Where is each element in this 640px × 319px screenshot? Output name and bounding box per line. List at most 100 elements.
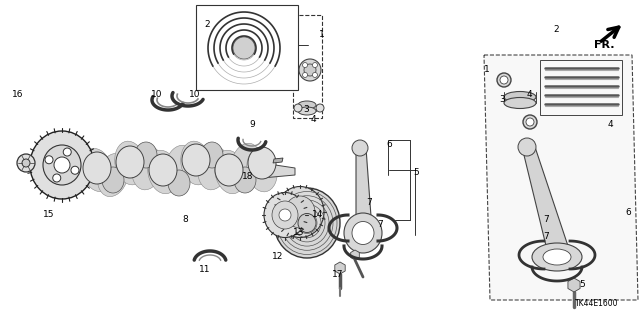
Ellipse shape [274,188,340,258]
Circle shape [523,115,537,129]
Ellipse shape [298,101,316,109]
Ellipse shape [352,140,368,156]
Ellipse shape [272,201,298,229]
Circle shape [497,73,511,87]
Ellipse shape [132,146,163,190]
Circle shape [294,104,302,112]
Text: TK44E1600: TK44E1600 [575,299,618,308]
Ellipse shape [201,142,223,168]
Ellipse shape [352,221,374,244]
Circle shape [52,174,61,182]
Ellipse shape [81,148,113,192]
Polygon shape [262,163,295,178]
Text: FR.: FR. [594,40,614,50]
Text: 3: 3 [499,95,505,104]
FancyBboxPatch shape [293,15,322,118]
Text: 3: 3 [303,105,309,114]
Polygon shape [351,250,359,260]
Ellipse shape [248,147,276,179]
Circle shape [303,63,308,68]
Text: 7: 7 [543,232,549,241]
Ellipse shape [102,167,124,193]
Ellipse shape [168,170,190,196]
Text: 4: 4 [607,120,613,129]
Ellipse shape [304,64,316,76]
Circle shape [279,209,291,221]
Circle shape [71,166,79,174]
Text: 7: 7 [366,198,372,207]
Ellipse shape [298,213,316,233]
Text: 4: 4 [526,90,532,99]
Text: 2: 2 [204,20,210,29]
Circle shape [17,154,35,172]
Text: 18: 18 [243,172,253,181]
Text: 7: 7 [543,215,549,224]
Circle shape [526,118,534,126]
Ellipse shape [214,150,245,194]
Ellipse shape [135,142,157,168]
Ellipse shape [504,92,536,102]
Circle shape [54,157,70,173]
Text: 8: 8 [182,215,188,224]
Ellipse shape [198,146,228,190]
Text: 10: 10 [189,90,201,99]
Text: 13: 13 [293,228,305,237]
Text: 17: 17 [332,270,344,279]
Ellipse shape [264,192,306,238]
Circle shape [63,148,71,156]
Ellipse shape [276,187,324,238]
Circle shape [22,159,30,167]
Ellipse shape [182,144,210,176]
Ellipse shape [230,143,261,187]
Ellipse shape [518,138,536,156]
Text: 4: 4 [310,115,316,124]
Text: 6: 6 [625,208,631,217]
Ellipse shape [504,98,536,108]
Text: 11: 11 [199,265,211,274]
Text: 1: 1 [484,65,490,74]
Polygon shape [484,55,638,300]
Polygon shape [568,278,580,292]
Polygon shape [522,147,570,254]
Polygon shape [356,148,372,232]
Ellipse shape [543,249,571,265]
Text: 6: 6 [386,140,392,149]
Ellipse shape [43,145,81,185]
Text: 2: 2 [553,25,559,34]
Ellipse shape [247,148,277,192]
Ellipse shape [116,146,144,178]
Circle shape [45,156,53,164]
Ellipse shape [164,145,195,189]
Circle shape [500,76,508,84]
Circle shape [316,104,324,112]
Text: 16: 16 [12,90,24,99]
Ellipse shape [299,59,321,81]
Ellipse shape [148,150,179,194]
FancyBboxPatch shape [196,5,298,90]
Ellipse shape [532,243,582,271]
Text: 1: 1 [319,30,325,39]
Text: 12: 12 [272,252,284,261]
Ellipse shape [234,167,256,193]
Ellipse shape [30,131,94,199]
Ellipse shape [83,152,111,184]
Polygon shape [335,262,345,274]
Text: 9: 9 [249,120,255,129]
Polygon shape [273,158,283,163]
Ellipse shape [233,37,255,59]
Ellipse shape [97,153,129,197]
Ellipse shape [180,141,211,185]
Circle shape [312,72,317,78]
Text: 5: 5 [413,168,419,177]
Text: 10: 10 [151,90,163,99]
Ellipse shape [149,154,177,186]
Text: 14: 14 [312,210,324,219]
Ellipse shape [344,213,382,253]
Ellipse shape [285,196,315,228]
Text: 5: 5 [579,280,585,289]
Circle shape [303,72,308,78]
Ellipse shape [115,141,145,185]
Text: 15: 15 [44,210,55,219]
Ellipse shape [215,154,243,186]
Circle shape [312,63,317,68]
